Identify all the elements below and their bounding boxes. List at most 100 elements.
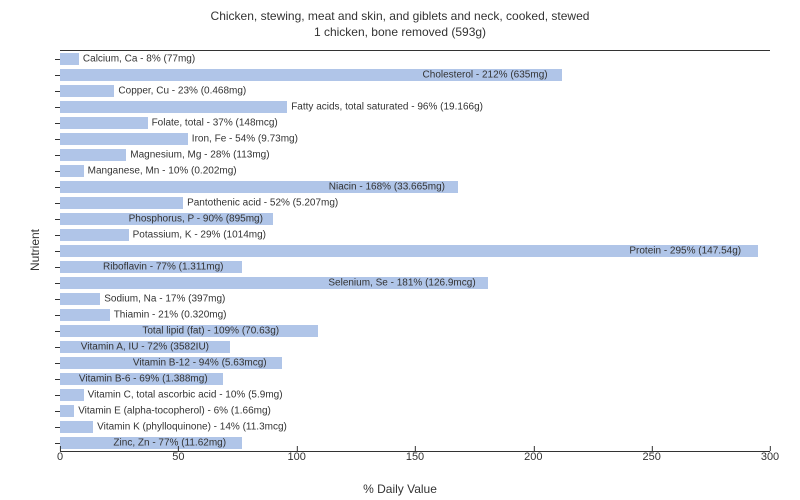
bar-row: Pantothenic acid - 52% (5.207mg) (60, 197, 770, 209)
bar-row: Magnesium, Mg - 28% (113mg) (60, 149, 770, 161)
bar-label: Total lipid (fat) - 109% (70.63g) (142, 325, 279, 336)
bar-row: Vitamin C, total ascorbic acid - 10% (5.… (60, 389, 770, 401)
bar (60, 53, 79, 65)
y-tick (55, 187, 60, 188)
x-ticks: 050100150200250300 (60, 451, 770, 469)
bar-row: Niacin - 168% (33.665mg) (60, 181, 770, 193)
chart-title-line1: Chicken, stewing, meat and skin, and gib… (0, 8, 800, 24)
x-axis-label: % Daily Value (363, 482, 437, 496)
bar-label: Vitamin K (phylloquinone) - 14% (11.3mcg… (97, 421, 287, 432)
bar-row: Cholesterol - 212% (635mg) (60, 69, 770, 81)
x-tick: 300 (761, 451, 779, 463)
bar (60, 389, 84, 401)
y-tick (55, 139, 60, 140)
y-tick (55, 443, 60, 444)
bar (60, 309, 110, 321)
y-tick (55, 219, 60, 220)
bar-label: Protein - 295% (147.54g) (629, 245, 741, 256)
bar-row: Vitamin B-6 - 69% (1.388mg) (60, 373, 770, 385)
bar-row: Riboflavin - 77% (1.311mg) (60, 261, 770, 273)
bar-label: Potassium, K - 29% (1014mg) (133, 229, 266, 240)
y-tick (55, 315, 60, 316)
chart-title-line2: 1 chicken, bone removed (593g) (0, 24, 800, 40)
bar-row: Iron, Fe - 54% (9.73mg) (60, 133, 770, 145)
bar (60, 421, 93, 433)
bar-label: Cholesterol - 212% (635mg) (423, 69, 548, 80)
bar (60, 405, 74, 417)
y-tick (55, 75, 60, 76)
bar-row: Manganese, Mn - 10% (0.202mg) (60, 165, 770, 177)
bar-row: Sodium, Na - 17% (397mg) (60, 293, 770, 305)
bar-label: Magnesium, Mg - 28% (113mg) (130, 149, 269, 160)
bar-row: Phosphorus, P - 90% (895mg) (60, 213, 770, 225)
x-tick: 150 (406, 451, 424, 463)
y-tick (55, 155, 60, 156)
y-tick (55, 395, 60, 396)
bar (60, 117, 148, 129)
y-tick (55, 299, 60, 300)
bar-label: Folate, total - 37% (148mcg) (152, 117, 278, 128)
bar-label: Copper, Cu - 23% (0.468mg) (118, 85, 246, 96)
bar-row: Potassium, K - 29% (1014mg) (60, 229, 770, 241)
y-tick (55, 59, 60, 60)
plot-area: Calcium, Ca - 8% (77mg) Cholesterol - 212… (60, 50, 770, 452)
bar-row: Total lipid (fat) - 109% (70.63g) (60, 325, 770, 337)
bar (60, 133, 188, 145)
bar (60, 149, 126, 161)
y-tick (55, 235, 60, 236)
y-axis-label: Nutrient (28, 229, 42, 271)
bar (60, 229, 129, 241)
bar-label: Vitamin A, IU - 72% (3582IU) (81, 341, 209, 352)
y-tick (55, 251, 60, 252)
y-tick (55, 379, 60, 380)
bar-row: Selenium, Se - 181% (126.9mcg) (60, 277, 770, 289)
y-tick (55, 283, 60, 284)
x-tick: 200 (524, 451, 542, 463)
bar-label: Vitamin B-12 - 94% (5.63mcg) (133, 357, 267, 368)
y-tick (55, 203, 60, 204)
y-tick (55, 267, 60, 268)
nutrient-chart: Chicken, stewing, meat and skin, and gib… (0, 0, 800, 500)
bar-label: Thiamin - 21% (0.320mg) (114, 309, 227, 320)
bar-label: Vitamin B-6 - 69% (1.388mg) (79, 373, 208, 384)
bar (60, 165, 84, 177)
bar-label: Selenium, Se - 181% (126.9mcg) (328, 277, 475, 288)
y-tick (55, 427, 60, 428)
bar-label: Pantothenic acid - 52% (5.207mg) (187, 197, 338, 208)
bar-row: Protein - 295% (147.54g) (60, 245, 770, 257)
y-tick (55, 331, 60, 332)
y-tick (55, 363, 60, 364)
y-tick (55, 107, 60, 108)
x-tick: 100 (287, 451, 305, 463)
bar-label: Zinc, Zn - 77% (11.62mg) (113, 437, 226, 448)
bar (60, 85, 114, 97)
bar-label: Iron, Fe - 54% (9.73mg) (192, 133, 298, 144)
x-tick: 50 (172, 451, 184, 463)
bar-label: Manganese, Mn - 10% (0.202mg) (88, 165, 237, 176)
bar-row: Thiamin - 21% (0.320mg) (60, 309, 770, 321)
bar-label: Fatty acids, total saturated - 96% (19.1… (291, 101, 483, 112)
bar (60, 197, 183, 209)
bar-label: Niacin - 168% (33.665mg) (329, 181, 445, 192)
bar-label: Sodium, Na - 17% (397mg) (104, 293, 225, 304)
bar-label: Vitamin E (alpha-tocopherol) - 6% (1.66m… (78, 405, 271, 416)
bars-group: Calcium, Ca - 8% (77mg) Cholesterol - 212… (60, 51, 770, 451)
bar-row: Vitamin E (alpha-tocopherol) - 6% (1.66m… (60, 405, 770, 417)
bar (60, 293, 100, 305)
y-tick (55, 123, 60, 124)
bar-row: Fatty acids, total saturated - 96% (19.1… (60, 101, 770, 113)
y-tick (55, 347, 60, 348)
x-tick: 0 (57, 451, 63, 463)
bar-row: Copper, Cu - 23% (0.468mg) (60, 85, 770, 97)
bar-label: Calcium, Ca - 8% (77mg) (83, 53, 195, 64)
bar-label: Vitamin C, total ascorbic acid - 10% (5.… (88, 389, 283, 400)
y-tick (55, 171, 60, 172)
bar-row: Folate, total - 37% (148mcg) (60, 117, 770, 129)
bar-label: Riboflavin - 77% (1.311mg) (103, 261, 223, 272)
x-tick: 250 (642, 451, 660, 463)
y-tick (55, 91, 60, 92)
chart-title: Chicken, stewing, meat and skin, and gib… (0, 0, 800, 40)
y-tick (55, 411, 60, 412)
bar-row: Vitamin K (phylloquinone) - 14% (11.3mcg… (60, 421, 770, 433)
bar (60, 101, 287, 113)
